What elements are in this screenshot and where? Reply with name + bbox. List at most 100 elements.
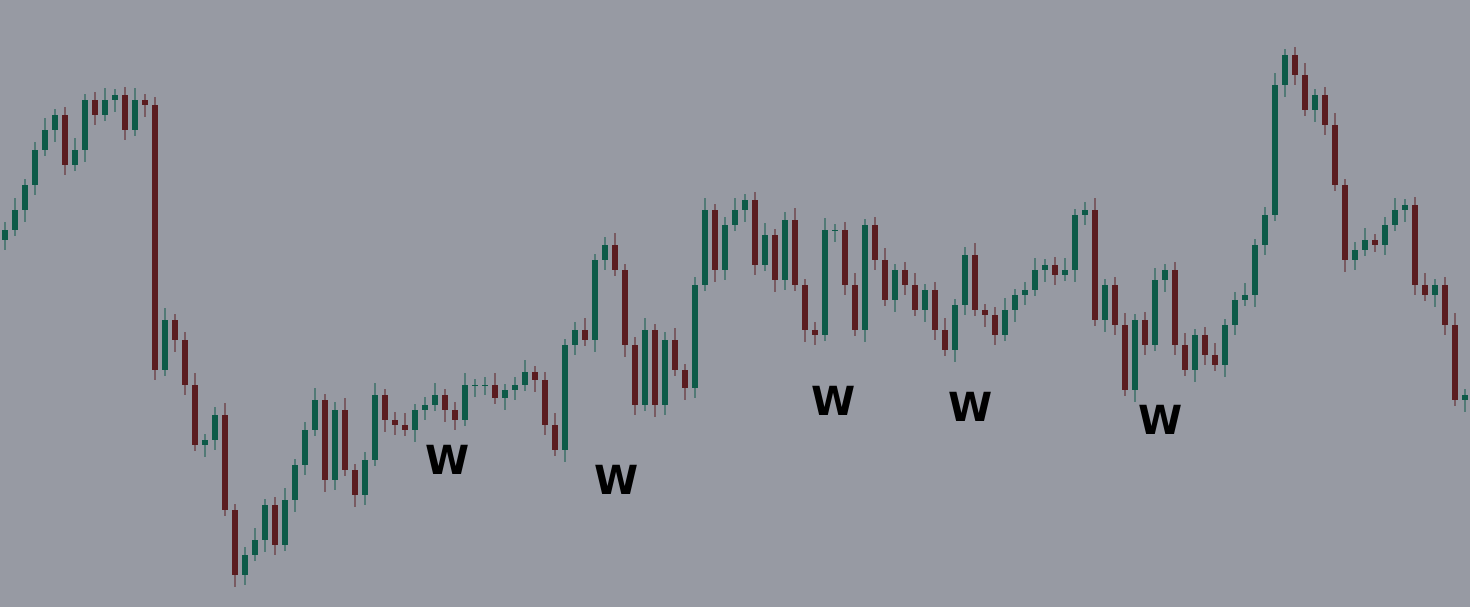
candle-body — [862, 225, 868, 330]
candle-body — [1392, 210, 1398, 225]
candle-body — [12, 210, 18, 230]
candle-body — [1362, 240, 1368, 250]
candle-body — [1082, 210, 1088, 215]
candle-body — [1172, 270, 1178, 345]
candle-body — [472, 385, 478, 386]
candle-body — [32, 150, 38, 185]
candle-body — [242, 555, 248, 575]
candle-body — [1462, 395, 1468, 400]
candle-body — [522, 372, 528, 385]
candle-body — [352, 470, 358, 495]
candle-body — [1092, 210, 1098, 320]
candle-body — [982, 310, 988, 315]
candle-body — [1382, 225, 1388, 245]
candle-body — [1312, 95, 1318, 110]
candle-body — [922, 290, 928, 310]
candle-body — [372, 395, 378, 460]
candle-body — [592, 260, 598, 340]
candle-body — [972, 255, 978, 310]
candle-body — [1212, 355, 1218, 365]
candle-body — [612, 245, 618, 270]
candle-body — [1252, 245, 1258, 295]
candle-body — [492, 385, 498, 398]
candle-body — [42, 130, 48, 150]
candle-body — [1042, 265, 1048, 270]
candle-body — [1282, 55, 1288, 85]
candle-body — [662, 340, 668, 405]
candle-body — [952, 305, 958, 350]
candle-body — [122, 95, 128, 130]
candle-body — [692, 285, 698, 388]
candle-body — [762, 235, 768, 265]
candle-body — [1332, 125, 1338, 185]
candle-body — [872, 225, 878, 260]
candle-body — [752, 200, 758, 265]
candle-body — [622, 270, 628, 345]
candle-body — [1062, 270, 1068, 275]
candle-body — [652, 330, 658, 405]
candle-body — [542, 380, 548, 425]
candle-body — [722, 225, 728, 270]
candle-body — [72, 150, 78, 165]
candle-body — [1072, 215, 1078, 270]
candle-body — [672, 340, 678, 370]
candle-body — [382, 395, 388, 420]
candle-body — [702, 210, 708, 285]
candle-body — [1302, 75, 1308, 110]
candle-body — [1052, 265, 1058, 275]
candle-body — [572, 330, 578, 345]
candle-body — [502, 390, 508, 398]
candle-body — [712, 210, 718, 270]
candle-body — [1102, 285, 1108, 320]
candle-body — [1262, 215, 1268, 245]
candle-body — [62, 115, 68, 165]
candle-body — [1222, 325, 1228, 365]
candle-body — [512, 385, 518, 390]
candle-body — [232, 510, 238, 575]
candle-body — [842, 230, 848, 285]
candle-body — [932, 290, 938, 330]
candle-body — [1192, 335, 1198, 370]
candle-body — [1022, 290, 1028, 295]
candle-body — [1422, 285, 1428, 295]
annotation: W — [948, 385, 992, 431]
annotation: W — [594, 458, 638, 504]
candle-body — [1292, 55, 1298, 75]
annotation: W — [425, 438, 469, 484]
candle-body — [882, 260, 888, 300]
candle-body — [312, 400, 318, 430]
candle-body — [442, 395, 448, 410]
candle-body — [82, 100, 88, 150]
candle-body — [782, 220, 788, 280]
candle-body — [172, 320, 178, 340]
candle-body — [432, 395, 438, 405]
candle-body — [1202, 335, 1208, 355]
candle-body — [392, 420, 398, 425]
candle-body — [132, 100, 138, 130]
candle-body — [792, 220, 798, 285]
candle-body — [812, 330, 818, 335]
candle-body — [112, 95, 118, 100]
candle-body — [462, 385, 468, 420]
candle-body — [252, 540, 258, 555]
candle-body — [102, 100, 108, 115]
candle-body — [742, 200, 748, 210]
candle-body — [1002, 310, 1008, 335]
candle-body — [142, 100, 148, 105]
candle-body — [942, 330, 948, 350]
candle-body — [1442, 285, 1448, 325]
candle-body — [1342, 185, 1348, 260]
candle-body — [772, 235, 778, 280]
candle-body — [682, 370, 688, 388]
candle-body — [642, 330, 648, 405]
candle-body — [822, 230, 828, 335]
candle-body — [1152, 280, 1158, 345]
candle-body — [52, 115, 58, 130]
candle-body — [482, 385, 488, 386]
candle-body — [552, 425, 558, 450]
candle-body — [912, 285, 918, 310]
candle-body — [1112, 285, 1118, 325]
candle-body — [212, 415, 218, 440]
